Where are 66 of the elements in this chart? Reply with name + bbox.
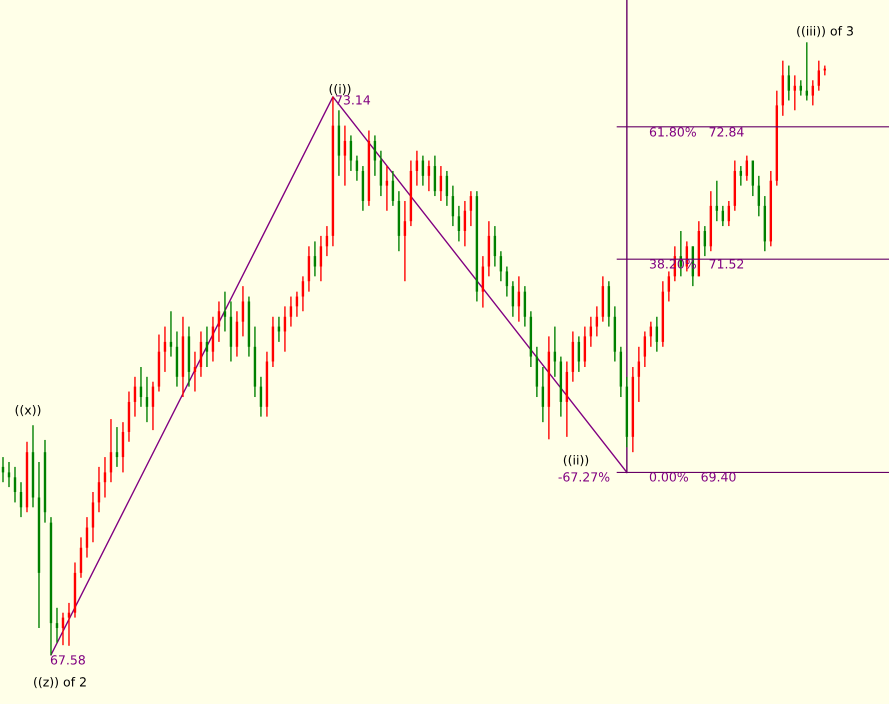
candlestick xyxy=(722,205,724,227)
candlestick xyxy=(326,225,328,257)
candlestick xyxy=(260,376,262,418)
candlestick xyxy=(788,64,790,102)
candlestick xyxy=(590,316,592,348)
candlestick xyxy=(794,74,796,111)
candlestick xyxy=(716,180,718,222)
candlestick xyxy=(470,190,472,227)
candlestick xyxy=(290,296,292,328)
candlestick xyxy=(314,240,316,278)
candlestick xyxy=(806,42,808,102)
candlestick xyxy=(512,280,514,318)
candlestick xyxy=(746,154,748,182)
candlestick xyxy=(452,184,454,227)
text: ((z)) of 2 xyxy=(34,676,86,688)
text: ((iii)) of 3 xyxy=(797,26,853,38)
candlestick xyxy=(278,316,280,343)
candlestick xyxy=(824,64,826,76)
candlestick xyxy=(596,306,598,338)
candlestick xyxy=(356,154,358,182)
candlestick xyxy=(320,235,322,282)
candlestick xyxy=(758,175,760,217)
candlestick xyxy=(728,200,730,227)
candlestick xyxy=(296,290,298,318)
candlestick xyxy=(650,320,652,348)
candlestick xyxy=(518,276,520,322)
candlestick xyxy=(440,165,442,202)
candlestick xyxy=(284,306,286,352)
candlestick xyxy=(428,160,430,192)
candlestick xyxy=(242,285,244,338)
candlestick xyxy=(638,346,640,403)
annotation: -67.27% xyxy=(558,472,610,482)
candlestick xyxy=(422,154,424,186)
candlestick xyxy=(800,80,802,96)
candlestick xyxy=(668,270,670,302)
candlestick xyxy=(344,124,346,186)
candlestick xyxy=(578,336,580,373)
candlestick xyxy=(506,266,508,298)
candlestick xyxy=(386,165,388,212)
candlestick xyxy=(446,170,448,207)
candlestick xyxy=(350,134,352,172)
candlestick xyxy=(542,366,544,423)
candlestick xyxy=(656,316,658,352)
candlestick xyxy=(374,134,376,177)
candlestick xyxy=(302,276,304,312)
candlestick xyxy=(392,170,394,207)
candlestick xyxy=(416,150,418,186)
annotation: ((i)) xyxy=(330,84,350,96)
text: 67.58 xyxy=(50,655,85,665)
annotation: 73.14 xyxy=(336,95,370,105)
candlestick xyxy=(464,200,466,248)
candlestick xyxy=(740,165,742,186)
candlestick xyxy=(404,200,406,282)
candlestick xyxy=(704,225,706,257)
candlestick xyxy=(494,225,496,268)
annotation: 61.80% 72.84 xyxy=(650,127,744,137)
candlestick xyxy=(554,326,556,378)
candlestick xyxy=(818,60,820,92)
candlestick xyxy=(644,330,646,368)
annotation: ((ii)) xyxy=(564,454,588,466)
candlestick xyxy=(500,250,502,282)
annotation: ((x)) xyxy=(16,404,40,416)
candlestick xyxy=(224,290,226,332)
candlestick xyxy=(458,205,460,242)
annotation: 0.00% 69.40 xyxy=(650,472,736,482)
candlestick xyxy=(812,80,814,106)
